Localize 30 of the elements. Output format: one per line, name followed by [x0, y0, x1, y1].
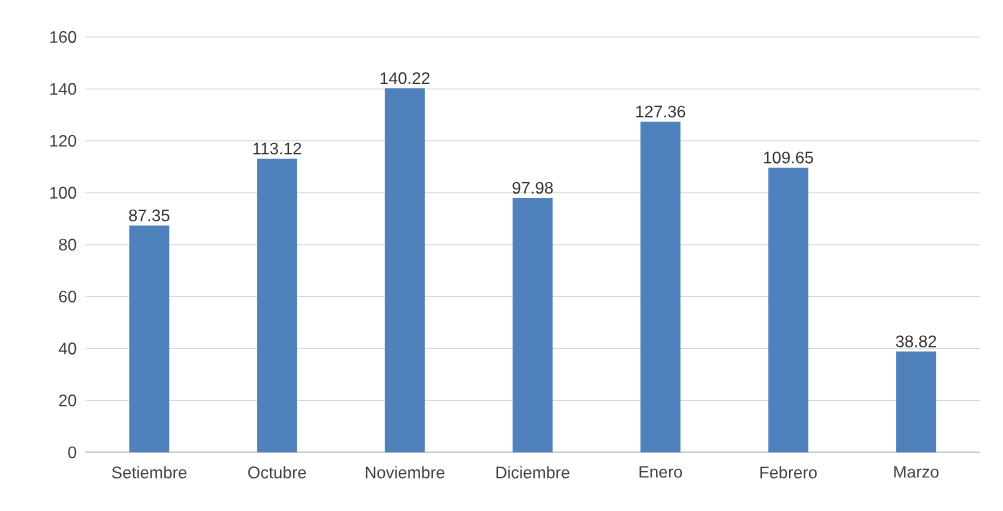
bar	[640, 121, 681, 453]
y-tick-label: 140	[50, 83, 77, 95]
data-label: 113.12	[253, 142, 302, 155]
data-label: 127.36	[636, 105, 686, 118]
data-label: 87.35	[129, 209, 170, 222]
y-tick-label: 60	[59, 290, 77, 303]
data-label: 38.82	[895, 335, 937, 348]
data-label: 140.22	[380, 72, 430, 85]
y-tick-label: 80	[59, 238, 77, 251]
bar	[896, 351, 937, 453]
x-tick-label: Marzo	[894, 466, 939, 478]
x-tick-label: Noviembre	[365, 466, 445, 479]
y-tick-label: 160	[50, 31, 77, 43]
bar	[257, 158, 298, 453]
y-tick-label: 20	[59, 394, 77, 407]
x-tick-label: Octubre	[248, 466, 306, 479]
y-tick-label: 120	[50, 134, 77, 147]
x-tick-label: Diciembre	[496, 466, 570, 479]
x-tick-label: Enero	[639, 466, 683, 478]
y-tick-label: 40	[58, 342, 77, 355]
data-label: 97.98	[512, 181, 553, 194]
y-tick-label: 100	[50, 186, 77, 199]
bar	[384, 88, 425, 453]
x-tick-label: Febrero	[760, 466, 817, 479]
y-tick-label: 0	[68, 446, 77, 459]
data-label: 109.65	[764, 151, 814, 164]
x-tick-label: Setiembre	[112, 466, 187, 479]
bar	[129, 225, 170, 453]
bar	[512, 197, 553, 453]
bar	[768, 167, 809, 453]
